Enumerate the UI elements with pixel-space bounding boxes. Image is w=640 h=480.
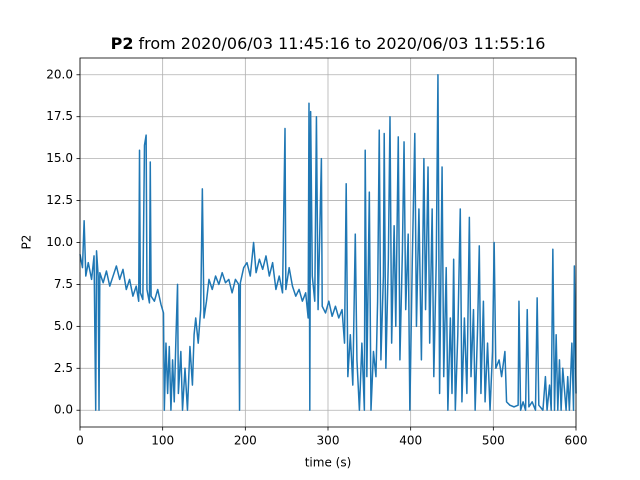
title-text: from 2020/06/03 11:45:16 to 2020/06/03 1… [138,34,545,53]
y-tick-label: 2.5 [54,361,73,375]
x-tick-label: 500 [482,434,505,448]
y-tick-label: 17.5 [46,109,73,123]
x-axis-label: time (s) [305,456,352,470]
title-bold: P2 [111,34,134,53]
chart-title: P2 from 2020/06/03 11:45:16 to 2020/06/03… [111,34,546,53]
y-tick-label: 7.5 [54,277,73,291]
y-tick-label: 12.5 [46,193,73,207]
x-tick-label: 200 [234,434,257,448]
y-tick-label: 10.0 [46,235,73,249]
x-tick-label: 600 [565,434,588,448]
data-layer [79,74,577,411]
x-tick-label: 100 [151,434,174,448]
y-tick-label: 0.0 [54,403,73,417]
y-tick-label: 15.0 [46,151,73,165]
y-tick-label: 20.0 [46,67,73,81]
x-tick-label: 300 [317,434,340,448]
y-tick-label: 5.0 [54,319,73,333]
x-tick-label: 0 [76,434,84,448]
data-line [79,74,577,411]
x-tick-label: 400 [399,434,422,448]
y-axis-label: P2 [20,235,34,250]
